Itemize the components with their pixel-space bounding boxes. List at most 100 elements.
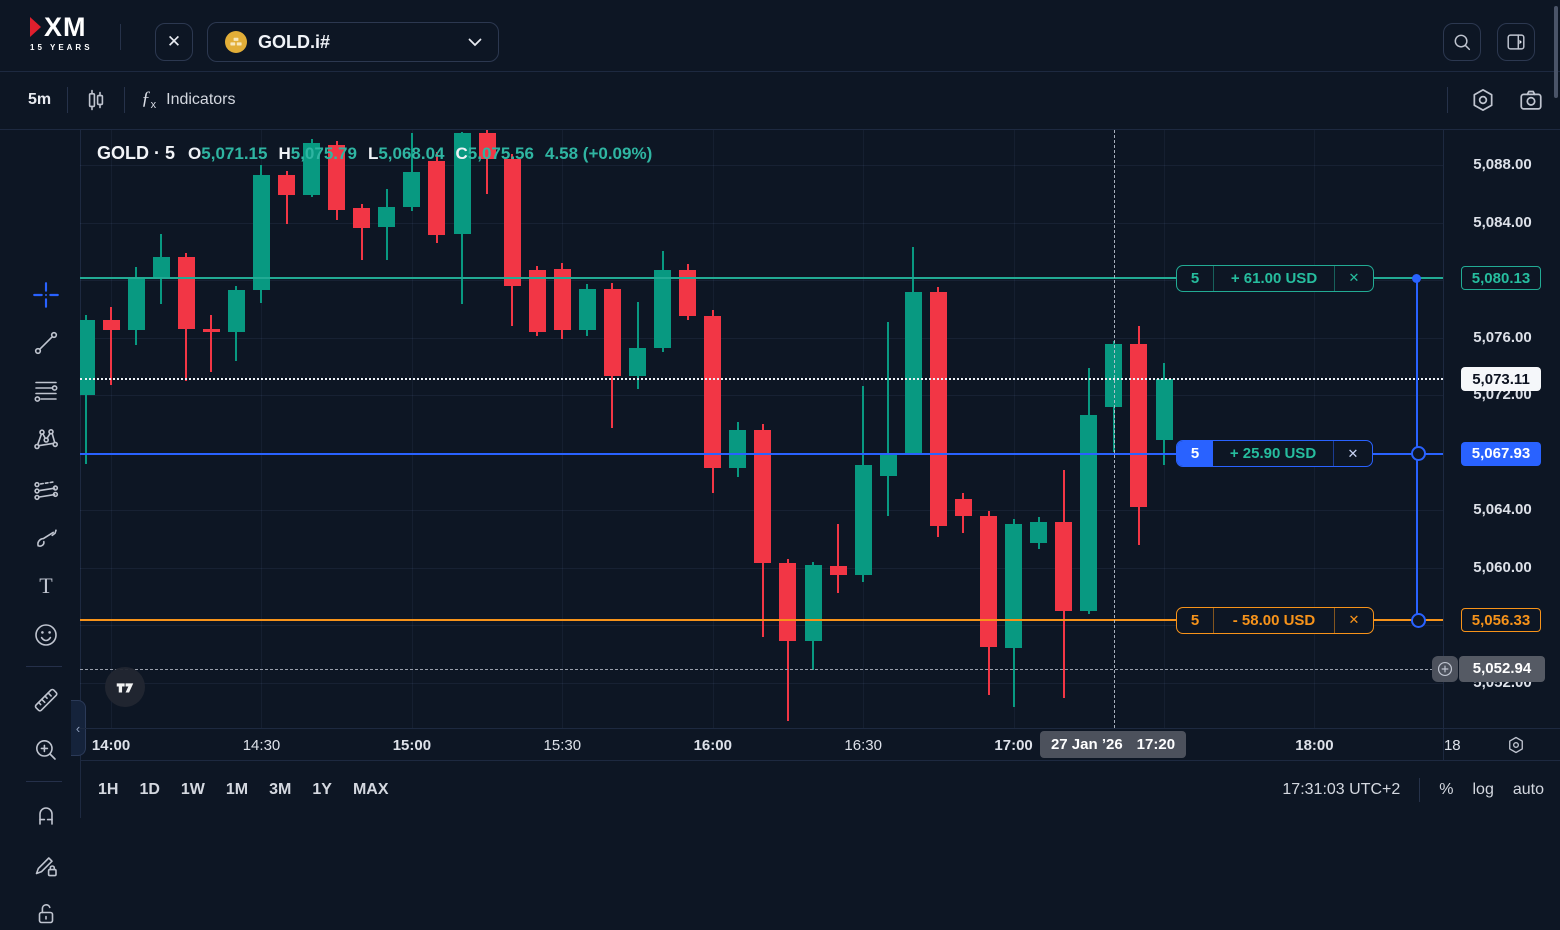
xm-logo-subtext: 15 YEARS	[30, 43, 93, 52]
range-button-3m[interactable]: 3M	[269, 781, 292, 798]
time-tick-label: 18:00	[1295, 737, 1334, 754]
close-position-icon[interactable]: ✕	[1333, 441, 1372, 466]
fib-retracement-tool-button[interactable]	[30, 375, 62, 407]
price-axis[interactable]: 5,080.13 5,067.93 5,056.33 5,073.11 5,05…	[1432, 130, 1560, 760]
candle-body	[303, 143, 321, 196]
range-button-1m[interactable]: 1M	[225, 781, 249, 798]
stop-loss-price-label: 5,056.33	[1461, 608, 1541, 633]
chart-toolbar: 5m ƒx Indicators	[0, 71, 1560, 130]
xabcd-pattern-tool-button[interactable]	[30, 423, 62, 455]
stop-loss-handle-ring[interactable]	[1411, 612, 1426, 628]
range-button-1y[interactable]: 1Y	[312, 781, 332, 798]
entry-position-pill[interactable]: 5 + 25.90 USD ✕	[1176, 440, 1373, 467]
candle-wick	[636, 301, 639, 390]
brush-icon	[37, 529, 57, 547]
crosshair-icon	[33, 282, 59, 308]
auto-scale-button[interactable]: auto	[1512, 781, 1544, 798]
gold-coin-icon	[225, 31, 247, 53]
candle-body	[779, 563, 797, 641]
xabcd-pattern-icon	[34, 429, 59, 450]
grid-line-vertical	[1013, 130, 1015, 728]
range-button-max[interactable]: MAX	[352, 781, 389, 798]
time-tick-label: 16:00	[693, 737, 732, 754]
close-position-icon[interactable]: ✕	[1334, 265, 1373, 291]
position-level-line	[80, 452, 1443, 455]
candle-body	[1080, 415, 1098, 611]
candle-body	[328, 144, 346, 210]
grid-line-vertical	[261, 130, 263, 728]
time-axis[interactable]: 27 Jan ’26 17:20 14:00 14:30 15:00 15:30 16:…	[80, 728, 1560, 761]
crosshair-price-label: 5,052.94	[1459, 655, 1545, 682]
add-alert-plus-button[interactable]	[1432, 655, 1458, 682]
candle-wick	[887, 321, 890, 516]
scrollbar[interactable]	[1554, 6, 1558, 98]
position-level-line	[80, 277, 1443, 279]
lock-drawings-tool-button[interactable]	[30, 850, 62, 882]
forecast-tool-button[interactable]	[30, 474, 62, 506]
position-qty: 5	[1190, 611, 1200, 629]
chart-type-button[interactable]	[84, 88, 108, 112]
xm-logo-arrow	[30, 17, 41, 37]
interval-button[interactable]: 5m	[28, 91, 52, 108]
candle-wick	[110, 307, 113, 385]
candle-body	[528, 269, 546, 332]
screenshot-button[interactable]	[1518, 87, 1544, 113]
grid-line-horizontal	[80, 682, 1443, 684]
price-tick-label: 5,084.00	[1473, 213, 1532, 231]
range-button-1d[interactable]: 1D	[139, 781, 160, 798]
panel-toggle-button[interactable]	[1497, 23, 1535, 61]
indicators-button[interactable]: ƒx Indicators	[141, 88, 235, 111]
brush-tool-button[interactable]	[30, 522, 62, 554]
symbol-name: GOLD.i#	[258, 31, 331, 52]
draw-lock-icon	[35, 857, 57, 877]
crosshair-tool-button[interactable]	[30, 279, 62, 311]
range-button-1h[interactable]: 1H	[98, 781, 119, 798]
chevron-down-icon	[468, 38, 482, 46]
candle-body	[252, 175, 270, 291]
candle-body	[478, 133, 496, 160]
measure-tool-button[interactable]	[30, 684, 62, 716]
close-position-icon[interactable]: ✕	[1334, 607, 1373, 633]
lock-icon	[38, 904, 54, 924]
candle-body	[202, 328, 220, 332]
emoji-tool-button[interactable]	[30, 619, 62, 651]
grid-line-horizontal	[80, 337, 1443, 339]
entry-handle-ring[interactable]	[1411, 446, 1426, 461]
log-scale-button[interactable]: log	[1472, 781, 1494, 798]
text-tool-icon: T	[39, 573, 53, 598]
time-tick-label: 14:00	[91, 737, 131, 754]
grid-line-vertical	[411, 130, 413, 728]
candle-wick	[486, 130, 489, 194]
chart-plot-area[interactable]: GOLD · 5 O5,071.15 H5,075.79 L5,068.04 C…	[80, 130, 1443, 728]
fx-icon: ƒx	[141, 88, 157, 112]
close-chart-button[interactable]: ✕	[155, 23, 193, 61]
symbol-selector[interactable]: GOLD.i#	[207, 22, 499, 62]
unlock-tool-button[interactable]	[30, 898, 62, 930]
clock[interactable]: 17:31:03 UTC+2	[1282, 781, 1401, 798]
close-icon: ✕	[166, 32, 182, 51]
tradingview-logo[interactable]	[105, 667, 145, 707]
candle-body	[1155, 379, 1173, 440]
crosshair-horizontal-line	[80, 668, 1443, 670]
percent-scale-button[interactable]: %	[1439, 781, 1454, 798]
take-profit-handle-dot[interactable]	[1412, 273, 1421, 283]
take-profit-pill[interactable]: 5 + 61.00 USD ✕	[1176, 264, 1374, 292]
indicators-label: Indicators	[166, 91, 236, 108]
chart-settings-button[interactable]	[1470, 87, 1496, 113]
zoom-in-tool-button[interactable]	[30, 734, 62, 766]
candle-body	[704, 315, 722, 469]
search-button[interactable]	[1443, 23, 1481, 61]
text-tool-button[interactable]: T	[30, 570, 62, 602]
range-button-1w[interactable]: 1W	[180, 781, 205, 798]
trend-line-tool-button[interactable]	[30, 327, 62, 359]
crosshair-vertical-line	[1113, 130, 1115, 728]
candle-body	[603, 288, 621, 377]
collapse-chevron-icon: ‹	[75, 720, 81, 736]
emoji-icon	[35, 624, 57, 646]
camera-icon	[1520, 90, 1542, 110]
xm-logo: XM 15 YEARS	[30, 14, 93, 52]
take-profit-price-label: 5,080.13	[1461, 266, 1541, 291]
magnet-tool-button[interactable]	[30, 799, 62, 831]
axis-settings-button[interactable]	[1506, 735, 1526, 755]
stop-loss-pill[interactable]: 5 - 58.00 USD ✕	[1176, 606, 1374, 634]
